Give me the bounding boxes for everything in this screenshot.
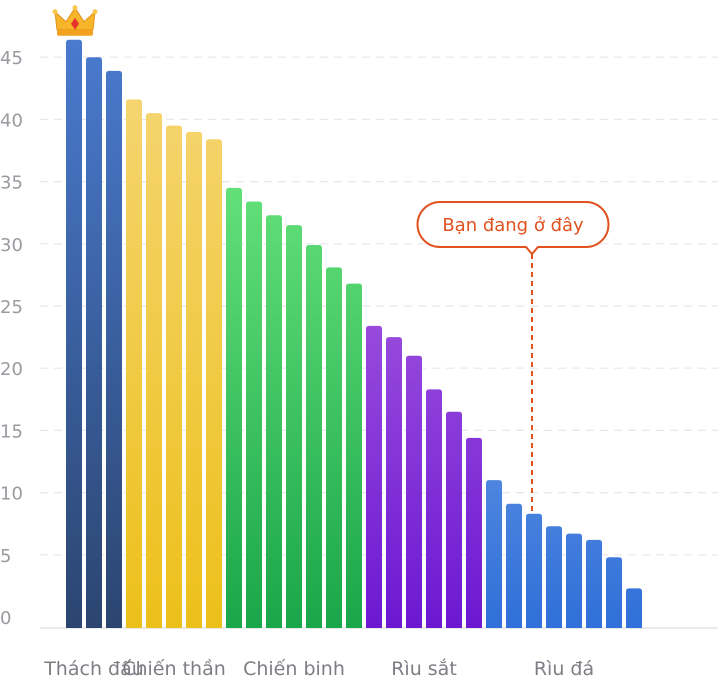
bar xyxy=(86,57,102,628)
callout-bubble xyxy=(416,201,610,256)
you-are-here-callout: Bạn đang ở đây xyxy=(416,201,610,512)
bar xyxy=(246,201,262,628)
bar xyxy=(306,245,322,628)
bar xyxy=(586,539,602,628)
bar xyxy=(466,437,482,628)
bar xyxy=(346,283,362,628)
y-tick-label: 10 xyxy=(0,484,23,505)
bar xyxy=(546,526,562,628)
bar xyxy=(626,588,642,628)
bar xyxy=(446,411,462,628)
bar xyxy=(426,389,442,628)
bar xyxy=(566,533,582,628)
bar xyxy=(406,355,422,628)
category-label: Thách đấu xyxy=(43,658,144,677)
bar xyxy=(106,70,122,628)
bar xyxy=(486,480,502,628)
y-tick-label: 25 xyxy=(0,297,23,318)
bar xyxy=(226,187,242,628)
bar xyxy=(206,139,222,628)
bar xyxy=(126,99,142,629)
bar xyxy=(606,557,622,628)
y-tick-label: 5 xyxy=(0,546,11,567)
bars xyxy=(66,39,642,629)
bar xyxy=(326,267,342,628)
category-label: Rìu sắt xyxy=(391,657,457,677)
category-label: Chiến binh xyxy=(243,658,345,677)
y-tick-label: 20 xyxy=(0,359,23,380)
bar xyxy=(526,513,542,628)
bar xyxy=(386,337,402,628)
bar xyxy=(186,131,202,628)
bar xyxy=(266,215,282,629)
bar xyxy=(286,225,302,628)
bar xyxy=(166,125,182,629)
callout-text: Bạn đang ở đây xyxy=(442,215,584,236)
crown-icon xyxy=(52,5,98,36)
y-axis-ticks: 0 5 10 15 20 25 30 35 40 45 xyxy=(0,48,23,629)
y-tick-label: 35 xyxy=(0,173,23,194)
y-tick-label: 40 xyxy=(0,110,23,131)
bar xyxy=(146,113,162,629)
category-label: Chiến thần xyxy=(122,658,226,677)
y-tick-label: 15 xyxy=(0,421,23,442)
y-tick-label: 30 xyxy=(0,235,23,256)
bar xyxy=(506,503,522,628)
bar xyxy=(66,39,82,629)
bar xyxy=(366,325,382,628)
y-tick-label: 45 xyxy=(0,48,23,69)
y-tick-label: 0 xyxy=(0,608,11,629)
category-label: Rìu đá xyxy=(534,658,594,677)
